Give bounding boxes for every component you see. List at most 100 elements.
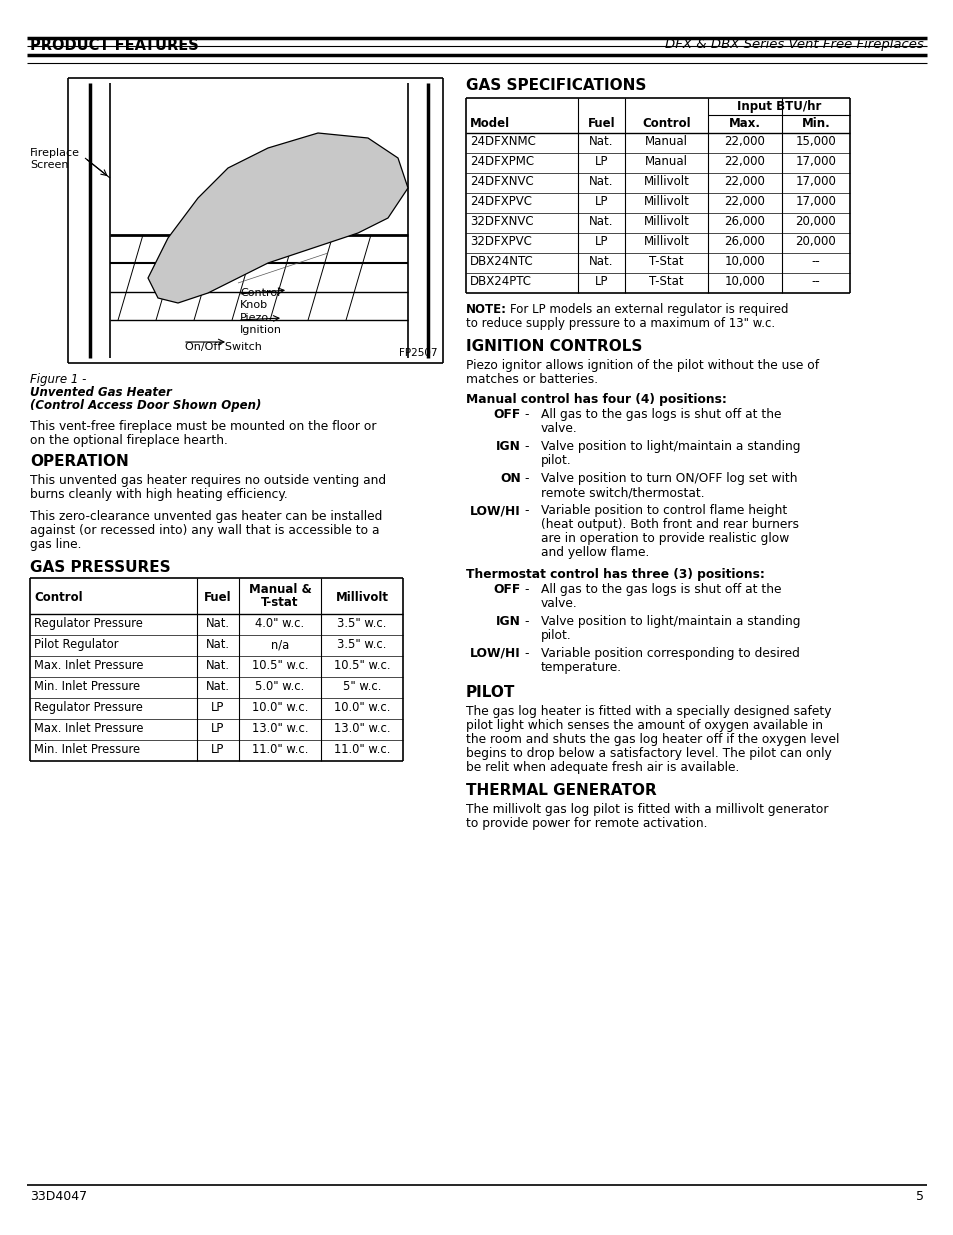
Text: matches or batteries.: matches or batteries. — [465, 373, 598, 387]
Text: Input BTU/hr: Input BTU/hr — [736, 100, 821, 112]
Text: 5.0" w.c.: 5.0" w.c. — [255, 680, 304, 693]
Text: Fuel: Fuel — [204, 592, 232, 604]
Text: GAS PRESSURES: GAS PRESSURES — [30, 559, 171, 576]
Text: -: - — [523, 440, 528, 453]
Text: OFF: OFF — [494, 408, 520, 421]
Text: For LP models an external regulator is required: For LP models an external regulator is r… — [510, 303, 788, 316]
Text: 3.5" w.c.: 3.5" w.c. — [337, 638, 386, 651]
Text: 24DFXPVC: 24DFXPVC — [470, 195, 532, 207]
Text: IGNITION CONTROLS: IGNITION CONTROLS — [465, 338, 641, 354]
Text: Millivolt: Millivolt — [643, 215, 689, 228]
Text: pilot light which senses the amount of oxygen available in: pilot light which senses the amount of o… — [465, 719, 822, 732]
Text: 17,000: 17,000 — [795, 175, 836, 188]
Text: IGN: IGN — [496, 615, 520, 629]
Text: LOW/HI: LOW/HI — [470, 504, 520, 517]
Text: 17,000: 17,000 — [795, 195, 836, 207]
Text: -: - — [523, 647, 528, 659]
Text: temperature.: temperature. — [540, 661, 621, 674]
Text: OFF: OFF — [494, 583, 520, 597]
Text: DFX & DBX Series Vent Free Fireplaces: DFX & DBX Series Vent Free Fireplaces — [664, 38, 923, 51]
Text: Piezo ignitor allows ignition of the pilot without the use of: Piezo ignitor allows ignition of the pil… — [465, 359, 819, 372]
Text: Figure 1 -: Figure 1 - — [30, 373, 87, 387]
Text: 10.0" w.c.: 10.0" w.c. — [334, 701, 390, 714]
Text: The millivolt gas log pilot is fitted with a millivolt generator: The millivolt gas log pilot is fitted wi… — [465, 803, 827, 816]
Text: Manual: Manual — [644, 156, 687, 168]
Text: be relit when adequate fresh air is available.: be relit when adequate fresh air is avai… — [465, 761, 739, 774]
Text: Min.: Min. — [801, 117, 829, 130]
Text: Millivolt: Millivolt — [335, 592, 388, 604]
Text: Pilot Regulator: Pilot Regulator — [34, 638, 118, 651]
Text: 5" w.c.: 5" w.c. — [342, 680, 381, 693]
Text: -: - — [523, 615, 528, 629]
Text: --: -- — [811, 275, 820, 288]
Text: Valve position to turn ON/OFF log set with: Valve position to turn ON/OFF log set wi… — [540, 472, 797, 485]
Text: LP: LP — [212, 701, 225, 714]
Text: (heat output). Both front and rear burners: (heat output). Both front and rear burne… — [540, 517, 799, 531]
Text: T-Stat: T-Stat — [648, 254, 683, 268]
Text: THERMAL GENERATOR: THERMAL GENERATOR — [465, 783, 656, 798]
Text: Ignition: Ignition — [240, 325, 282, 335]
Text: and yellow flame.: and yellow flame. — [540, 546, 649, 559]
Text: valve.: valve. — [540, 597, 578, 610]
Text: NOTE:: NOTE: — [465, 303, 506, 316]
Text: 13.0" w.c.: 13.0" w.c. — [252, 722, 308, 735]
Text: Min. Inlet Pressure: Min. Inlet Pressure — [34, 743, 140, 756]
Text: This unvented gas heater requires no outside venting and: This unvented gas heater requires no out… — [30, 474, 386, 487]
Text: on the optional fireplace hearth.: on the optional fireplace hearth. — [30, 433, 228, 447]
Text: FP2507: FP2507 — [399, 348, 437, 358]
Text: 11.0" w.c.: 11.0" w.c. — [334, 743, 390, 756]
Text: Millivolt: Millivolt — [643, 235, 689, 248]
Polygon shape — [148, 133, 408, 303]
Text: Max. Inlet Pressure: Max. Inlet Pressure — [34, 659, 143, 672]
Text: Variable position to control flame height: Variable position to control flame heigh… — [540, 504, 786, 517]
Text: OPERATION: OPERATION — [30, 454, 129, 469]
Text: On/Off Switch: On/Off Switch — [185, 342, 262, 352]
Text: The gas log heater is fitted with a specially designed safety: The gas log heater is fitted with a spec… — [465, 705, 831, 718]
Text: --: -- — [811, 254, 820, 268]
Text: T-Stat: T-Stat — [648, 275, 683, 288]
Text: This zero-clearance unvented gas heater can be installed: This zero-clearance unvented gas heater … — [30, 510, 382, 522]
Text: LP: LP — [594, 275, 608, 288]
Text: Nat.: Nat. — [206, 680, 230, 693]
Text: are in operation to provide realistic glow: are in operation to provide realistic gl… — [540, 532, 788, 545]
Text: 20,000: 20,000 — [795, 215, 836, 228]
Text: Valve position to light/maintain a standing: Valve position to light/maintain a stand… — [540, 440, 800, 453]
Text: -: - — [523, 408, 528, 421]
Text: Millivolt: Millivolt — [643, 175, 689, 188]
Text: LP: LP — [594, 195, 608, 207]
Text: 4.0" w.c.: 4.0" w.c. — [255, 618, 304, 630]
Text: -: - — [523, 504, 528, 517]
Text: 32DFXNVC: 32DFXNVC — [470, 215, 533, 228]
Text: LP: LP — [212, 743, 225, 756]
Text: Knob: Knob — [240, 300, 268, 310]
Text: 32DFXPVC: 32DFXPVC — [470, 235, 532, 248]
Text: pilot.: pilot. — [540, 454, 571, 467]
Text: PILOT: PILOT — [465, 685, 515, 700]
Text: 20,000: 20,000 — [795, 235, 836, 248]
Text: 15,000: 15,000 — [795, 135, 836, 148]
Text: DBX24PTC: DBX24PTC — [470, 275, 532, 288]
Text: DBX24NTC: DBX24NTC — [470, 254, 533, 268]
Text: T-stat: T-stat — [261, 597, 298, 609]
Text: burns cleanly with high heating efficiency.: burns cleanly with high heating efficien… — [30, 488, 288, 501]
Text: Nat.: Nat. — [589, 254, 613, 268]
Text: IGN: IGN — [496, 440, 520, 453]
Text: (Control Access Door Shown Open): (Control Access Door Shown Open) — [30, 399, 261, 412]
Text: 5: 5 — [915, 1191, 923, 1203]
Text: LP: LP — [212, 722, 225, 735]
Text: LP: LP — [594, 235, 608, 248]
Text: Regulator Pressure: Regulator Pressure — [34, 618, 143, 630]
Text: PRODUCT FEATURES: PRODUCT FEATURES — [30, 38, 198, 53]
Text: gas line.: gas line. — [30, 538, 81, 551]
Text: Nat.: Nat. — [589, 215, 613, 228]
Text: 24DFXNMC: 24DFXNMC — [470, 135, 536, 148]
Text: This vent-free fireplace must be mounted on the floor or: This vent-free fireplace must be mounted… — [30, 420, 376, 433]
Text: to reduce supply pressure to a maximum of 13" w.c.: to reduce supply pressure to a maximum o… — [465, 317, 774, 330]
Text: 24DFXNVC: 24DFXNVC — [470, 175, 533, 188]
Text: LOW/HI: LOW/HI — [470, 647, 520, 659]
Text: 26,000: 26,000 — [723, 215, 764, 228]
Text: 11.0" w.c.: 11.0" w.c. — [252, 743, 308, 756]
Text: n/a: n/a — [271, 638, 289, 651]
Text: 22,000: 22,000 — [723, 175, 764, 188]
Text: 17,000: 17,000 — [795, 156, 836, 168]
